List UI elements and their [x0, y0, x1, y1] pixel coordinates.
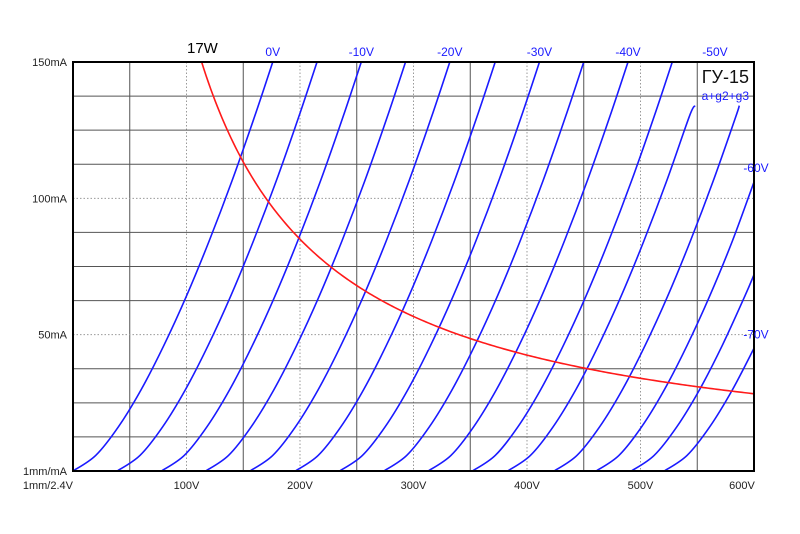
x-tick-label: 100V — [174, 480, 200, 492]
plate-curve-40v — [427, 61, 629, 472]
plate-curve-35v — [383, 61, 585, 472]
y-tick-labels: 150mA 100mA 50mA — [32, 57, 68, 342]
chart-title: ГУ-15 — [702, 67, 749, 87]
plate-curve-70v — [663, 347, 755, 472]
curve-label: -30V — [527, 45, 552, 59]
plate-curve-5v — [116, 61, 318, 472]
plate-curve-50v — [507, 105, 696, 472]
x-tick-label: 200V — [287, 480, 313, 492]
power-curve-label: 17W — [187, 40, 219, 57]
plate-curve-45v — [472, 61, 674, 472]
x-tick-label: 300V — [401, 480, 427, 492]
power-dissipation-curve — [200, 61, 754, 395]
plate-curve-25v — [295, 61, 496, 472]
plate-curve-65v — [630, 274, 755, 472]
curve-label: -20V — [437, 45, 462, 59]
plate-curve-30v — [339, 61, 541, 472]
x-tick-labels: 100V 200V 300V 400V 500V 600V — [174, 480, 756, 492]
plate-curve-15v — [205, 61, 407, 472]
plate-curve-60v — [595, 181, 755, 472]
x-tick-label: 500V — [628, 480, 654, 492]
curve-label: -50V — [702, 45, 727, 59]
grid — [73, 62, 754, 471]
curve-labels: 0V -10V -20V -30V -40V -50V -60V -70V — [265, 45, 768, 341]
plate-curves — [72, 61, 755, 472]
y-tick-label: 100mA — [32, 193, 68, 205]
plate-curve-10v — [161, 61, 363, 472]
x-tick-label: 600V — [729, 480, 755, 492]
curve-label: -70V — [743, 327, 768, 341]
y-tick-label: 150mA — [32, 57, 68, 69]
chart-subtitle: a+g2+g3 — [702, 89, 750, 103]
plate-curve-0v — [72, 61, 274, 472]
plate-curve-55v — [553, 105, 741, 472]
curve-label: -10V — [349, 45, 374, 59]
plot-frame — [72, 61, 755, 472]
curve-label: -60V — [743, 161, 768, 175]
curve-label: -40V — [615, 45, 640, 59]
x-tick-label: 400V — [514, 480, 540, 492]
plate-curve-20v — [249, 61, 451, 472]
curve-label: 0V — [265, 45, 280, 59]
x-unit-label: 1mm/2.4V — [23, 480, 74, 492]
y-unit-label: 1mm/mA — [23, 466, 68, 478]
y-tick-label: 50mA — [38, 330, 67, 342]
